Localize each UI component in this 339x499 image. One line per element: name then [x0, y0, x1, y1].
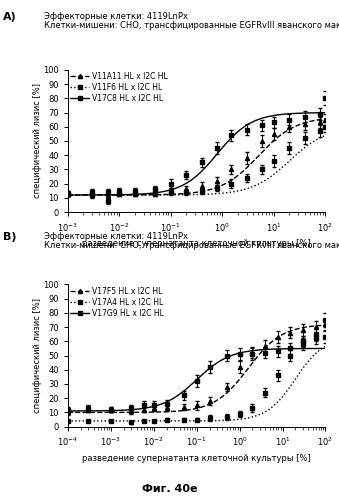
Y-axis label: специфический лизис [%]: специфический лизис [%] — [33, 298, 42, 413]
Text: Эффекторные клетки: 4119LnPx: Эффекторные клетки: 4119LnPx — [44, 12, 188, 21]
Text: Эффекторные клетки: 4119LnPx: Эффекторные клетки: 4119LnPx — [44, 232, 188, 241]
X-axis label: разведение супернатанта клеточной культуры [%]: разведение супернатанта клеточной культу… — [82, 454, 311, 463]
Text: B): B) — [3, 232, 17, 242]
Text: Фиг. 40e: Фиг. 40e — [142, 484, 197, 494]
Text: A): A) — [3, 12, 17, 22]
Legend: V11A11 HL x I2C HL, V11F6 HL x I2C HL, V17C8 HL x I2C HL: V11A11 HL x I2C HL, V11F6 HL x I2C HL, V… — [70, 72, 168, 103]
Text: Клетки-мишени: CHO, трансфицированные EGFRvIII яванского макака: Клетки-мишени: CHO, трансфицированные EG… — [44, 241, 339, 250]
X-axis label: разведение супернатанта клеточной культуры [%]: разведение супернатанта клеточной культу… — [82, 239, 311, 248]
Legend: V17F5 HL x I2C HL, V17A4 HL x I2C HL, V17G9 HL x I2C HL: V17F5 HL x I2C HL, V17A4 HL x I2C HL, V1… — [70, 287, 164, 317]
Y-axis label: специфический лизис [%]: специфический лизис [%] — [33, 83, 42, 199]
Text: Клетки-мишени: CHO, трансфицированные EGFRvIII яванского макака: Клетки-мишени: CHO, трансфицированные EG… — [44, 21, 339, 30]
